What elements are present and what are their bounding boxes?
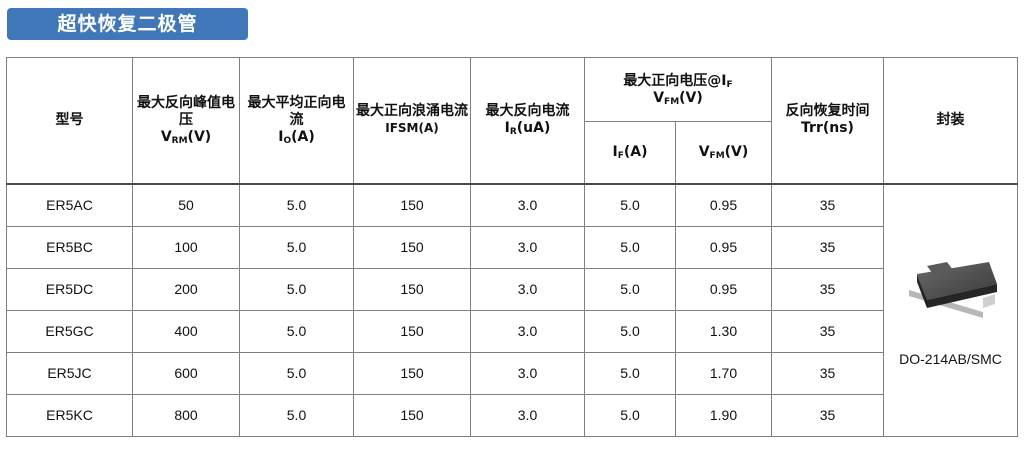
cell-ir: 3.0	[470, 309, 585, 353]
cell-vrm: 800	[132, 393, 240, 437]
header-ir: 最大反向电流 IR(uA)	[470, 57, 585, 184]
package-label: DO-214AB/SMC	[899, 350, 1002, 367]
diode-spec-table: 型号 最大反向峰值电压 VRM(V) 最大平均正向电流 IO(A) 最大正向浪涌…	[6, 57, 1018, 437]
cell-ifsm: 150	[353, 393, 471, 437]
table-row: ER5DC 200 5.0 150 3.0 5.0 0.95 35	[6, 267, 1018, 311]
cell-trr: 35	[771, 309, 884, 353]
cell-ifsm: 150	[353, 267, 471, 311]
cell-vfm: 1.70	[675, 351, 772, 395]
cell-if: 5.0	[584, 351, 676, 395]
cell-ifsm: 150	[353, 351, 471, 395]
cell-model: ER5AC	[6, 183, 133, 227]
package-cell: DO-214AB/SMC	[883, 183, 1018, 437]
cell-ir: 3.0	[470, 225, 585, 269]
cell-vfm: 0.95	[675, 225, 772, 269]
header-ifsm: 最大正向浪涌电流 IFSM(A)	[353, 57, 471, 184]
cell-ifsm: 150	[353, 225, 471, 269]
header-package: 封装	[883, 57, 1018, 184]
cell-trr: 35	[771, 351, 884, 395]
header-io: 最大平均正向电流 IO(A)	[239, 57, 354, 184]
cell-io: 5.0	[239, 393, 354, 437]
cell-vrm: 50	[132, 183, 240, 227]
cell-vfm: 1.30	[675, 309, 772, 353]
cell-vfm: 1.90	[675, 393, 772, 437]
cell-vrm: 400	[132, 309, 240, 353]
cell-trr: 35	[771, 267, 884, 311]
header-vrm: 最大反向峰值电压 VRM(V)	[132, 57, 240, 184]
table-row: ER5BC 100 5.0 150 3.0 5.0 0.95 35	[6, 225, 1018, 269]
cell-trr: 35	[771, 225, 884, 269]
header-if: IF(A)	[584, 121, 676, 184]
cell-ir: 3.0	[470, 267, 585, 311]
cell-trr: 35	[771, 393, 884, 437]
cell-model: ER5JC	[6, 351, 133, 395]
header-vfm: VFM(V)	[675, 121, 772, 184]
cell-trr: 35	[771, 183, 884, 227]
cell-vrm: 100	[132, 225, 240, 269]
cell-ir: 3.0	[470, 393, 585, 437]
cell-model: ER5DC	[6, 267, 133, 311]
section-title-banner: 超快恢复二极管	[7, 8, 248, 40]
cell-io: 5.0	[239, 309, 354, 353]
table-row: ER5KC 800 5.0 150 3.0 5.0 1.90 35	[6, 393, 1018, 437]
cell-model: ER5GC	[6, 309, 133, 353]
cell-ifsm: 150	[353, 309, 471, 353]
cell-io: 5.0	[239, 183, 354, 227]
cell-if: 5.0	[584, 393, 676, 437]
cell-io: 5.0	[239, 267, 354, 311]
cell-vfm: 0.95	[675, 267, 772, 311]
cell-vfm: 0.95	[675, 183, 772, 227]
cell-vrm: 200	[132, 267, 240, 311]
table-row: ER5JC 600 5.0 150 3.0 5.0 1.70 35	[6, 351, 1018, 395]
cell-ir: 3.0	[470, 183, 585, 227]
cell-if: 5.0	[584, 309, 676, 353]
table-row: ER5AC 50 5.0 150 3.0 5.0 0.95 35	[6, 183, 1018, 437]
cell-io: 5.0	[239, 351, 354, 395]
cell-io: 5.0	[239, 225, 354, 269]
cell-if: 5.0	[584, 183, 676, 227]
cell-model: ER5BC	[6, 225, 133, 269]
cell-vrm: 600	[132, 351, 240, 395]
cell-if: 5.0	[584, 225, 676, 269]
cell-if: 5.0	[584, 267, 676, 311]
header-vfm-group: 最大正向电压@IF VFM(V)	[584, 57, 772, 122]
cell-model: ER5KC	[6, 393, 133, 437]
table-row: ER5GC 400 5.0 150 3.0 5.0 1.30 35	[6, 309, 1018, 353]
header-trr: 反向恢复时间 Trr(ns)	[771, 57, 884, 184]
smd-diode-package-icon	[908, 261, 997, 318]
cell-ifsm: 150	[353, 183, 471, 227]
header-model: 型号	[6, 57, 133, 184]
cell-ir: 3.0	[470, 351, 585, 395]
